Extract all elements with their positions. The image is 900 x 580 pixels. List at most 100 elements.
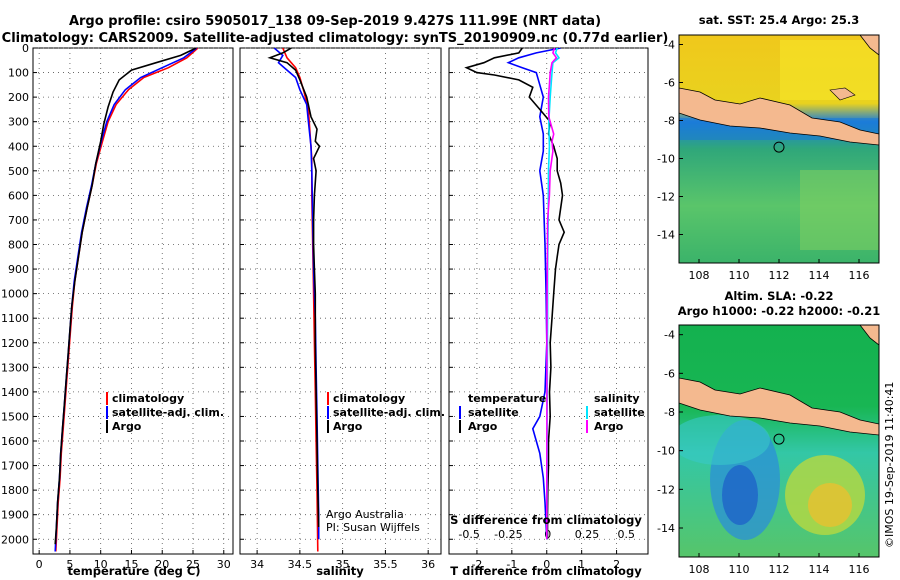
s-diff-tick-label: 0.25 (575, 528, 600, 541)
x-tick-label: 10 (94, 558, 108, 571)
map-x-tick-label: 110 (729, 269, 750, 282)
depth-tick-label: 1400 (1, 386, 29, 399)
depth-tick-label: 1600 (1, 435, 29, 448)
depth-tick-label: 1900 (1, 509, 29, 522)
map-y-tick-label: -10 (657, 153, 675, 166)
sla-map-title-2: Argo h1000: -0.22 h2000: -0.21 (678, 304, 881, 318)
depth-tick-label: 300 (8, 116, 29, 129)
x-tick-label: -2 (471, 558, 482, 571)
x-tick-label: 25 (186, 558, 200, 571)
map-x-tick-label: 116 (849, 563, 870, 576)
legend-salinity-heading: salinity (594, 392, 640, 405)
s-diff-tick-label: 0.5 (618, 528, 636, 541)
sla-cyan-band (679, 415, 770, 465)
salinity-grid (240, 47, 441, 554)
series-line-s-argo (545, 48, 558, 540)
legend-s-satellite: satellite (594, 406, 645, 419)
depth-tick-label: 1800 (1, 484, 29, 497)
sla-map-x-ticks: 108 110 112 114 116 (689, 553, 870, 576)
depth-tick-label: 800 (8, 239, 29, 252)
depth-tick-label: 1500 (1, 410, 29, 423)
x-tick-label: 15 (124, 558, 138, 571)
x-tick-label: 5 (66, 558, 73, 571)
map-y-tick-label: -6 (664, 77, 675, 90)
imos-stamp: ©IMOS 19-Sep-2019 11:40:41 (883, 382, 896, 548)
sla-low-eddy-core (722, 465, 758, 525)
map-y-tick-label: -8 (664, 115, 675, 128)
legend-argo: Argo (112, 420, 142, 433)
map-y-tick-label: -4 (664, 39, 675, 52)
temperature-panel-frame (32, 47, 234, 555)
argo-position-marker (773, 141, 785, 153)
salinity-x-label: salinity (316, 564, 364, 578)
series-line-argo (54, 48, 197, 545)
s-difference-x-label: S difference from climatology (450, 513, 642, 527)
depth-tick-label: 0 (22, 42, 29, 55)
series-line-climatology (282, 48, 319, 552)
temperature-legend: climatology satellite-adj. clim. Argo (106, 392, 224, 433)
java-coast (679, 377, 879, 436)
series-line-satellite-adj-clim- (54, 48, 198, 552)
legend-argo: Argo (333, 420, 363, 433)
legend-s-argo: Argo (594, 420, 624, 433)
map-x-tick-label: 114 (809, 269, 830, 282)
salinity-legend: climatology satellite-adj. clim. Argo Ar… (326, 392, 445, 534)
legend-t-argo: Argo (468, 420, 498, 433)
sla-map-y-ticks: -4 -6 -8 -10 -12 -14 (657, 329, 683, 535)
x-tick-label: 20 (155, 558, 169, 571)
sst-green-patch (800, 170, 879, 250)
sla-map-title-1: Altim. SLA: -0.22 (724, 289, 833, 303)
legend-climatology: climatology (333, 392, 405, 405)
temperature-lines (54, 48, 199, 552)
credit-line-2: PI: Susan Wijffels (326, 521, 420, 534)
sla-map-image (679, 325, 879, 557)
map-y-tick-label: -10 (657, 445, 675, 458)
salinity-lines (267, 48, 321, 552)
title-line-2: Climatology: CARS2009. Satellite-adjuste… (2, 31, 669, 46)
series-line-climatology (55, 48, 199, 552)
x-tick-label: 1 (578, 558, 585, 571)
legend-satellite: satellite-adj. clim. (112, 406, 224, 419)
s-diff-tick-label: -0.25 (494, 528, 522, 541)
map-y-tick-label: -8 (664, 406, 675, 419)
depth-tick-label: 400 (8, 140, 29, 153)
java-coast (679, 87, 879, 146)
depth-tick-label: 900 (8, 263, 29, 276)
credit-line-1: Argo Australia (326, 508, 404, 521)
salinity-panel-frame (239, 47, 442, 555)
depth-tick-label: 700 (8, 214, 29, 227)
map-y-tick-label: -6 (664, 367, 675, 380)
legend-temperature-heading: temperature (468, 392, 546, 405)
legend-climatology: climatology (112, 392, 184, 405)
difference-x-tick-labels: -2 -1 0 1 2 (471, 558, 620, 571)
sst-map-x-ticks: 108 110 112 114 116 (689, 259, 870, 282)
temperature-x-label: temperature (deg C) (67, 564, 200, 578)
difference-grid (449, 47, 648, 554)
x-tick-label: -1 (506, 558, 517, 571)
depth-tick-label: 100 (8, 67, 29, 80)
depth-tick-label: 1100 (1, 312, 29, 325)
map-x-tick-label: 116 (849, 269, 870, 282)
depth-tick-label: 1200 (1, 337, 29, 350)
difference-lines (464, 48, 566, 540)
map-y-tick-label: -4 (664, 329, 675, 342)
s-diff-tick-label: -0.5 (458, 528, 479, 541)
title-line-1: Argo profile: csiro 5905017_138 09-Sep-2… (69, 14, 601, 29)
x-tick-label: 35.5 (373, 558, 398, 571)
depth-tick-label: 1000 (1, 288, 29, 301)
depth-tick-label: 2000 (1, 533, 29, 546)
kalimantan-coast (859, 325, 879, 346)
map-x-tick-label: 108 (689, 563, 710, 576)
map-y-tick-label: -12 (657, 483, 675, 496)
depth-tick-label: 500 (8, 165, 29, 178)
map-x-tick-label: 114 (809, 563, 830, 576)
map-y-tick-label: -14 (657, 522, 675, 535)
map-x-tick-label: 110 (729, 563, 750, 576)
x-tick-label: 35 (336, 558, 350, 571)
x-tick-label: 36 (421, 558, 435, 571)
temperature-grid (33, 47, 233, 554)
x-tick-label: 34 (250, 558, 264, 571)
depth-tick-label: 1700 (1, 460, 29, 473)
salinity-x-tick-labels: 34 34.5 35 35.5 36 (250, 558, 435, 571)
